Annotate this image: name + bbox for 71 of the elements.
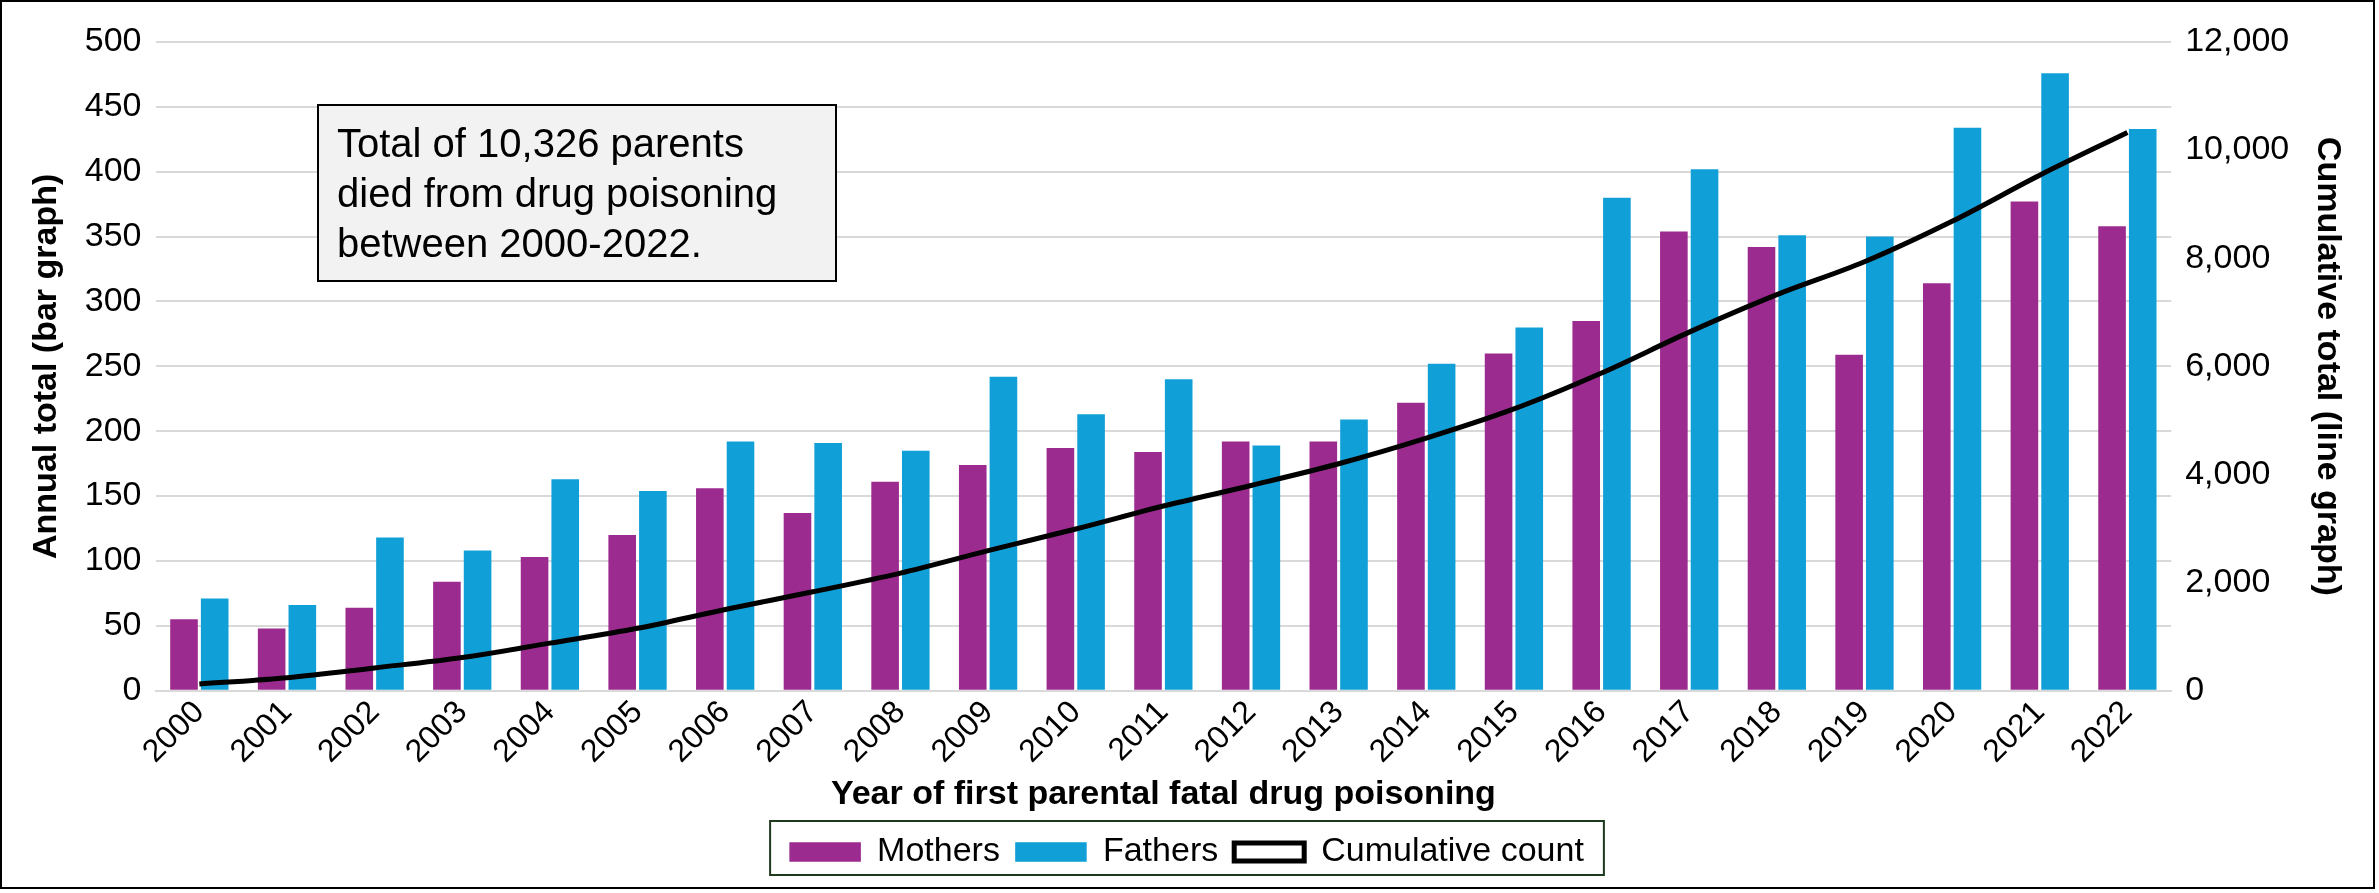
bar: [551, 479, 580, 690]
y-tick-label: 200: [84, 409, 142, 448]
bar: [1515, 327, 1544, 690]
bar: [783, 512, 812, 690]
bar: [1747, 246, 1776, 690]
bar: [814, 442, 842, 690]
bar: [871, 481, 899, 690]
bar: [901, 450, 930, 690]
y-tick-label: 50: [103, 604, 142, 643]
y2-tick-label: 4,000: [2185, 452, 2271, 491]
bar: [1077, 414, 1105, 690]
bar: [520, 557, 549, 690]
bar: [1690, 169, 1719, 690]
y-tick-label: 100: [84, 539, 142, 578]
bar: [958, 464, 987, 690]
bar: [1340, 419, 1368, 690]
y-tick-label: 250: [84, 344, 142, 383]
bar: [1835, 354, 1863, 690]
bar: [257, 628, 286, 690]
legend-label: Fathers: [1102, 830, 1219, 869]
y-tick-label: 350: [84, 214, 142, 253]
legend-label: Cumulative count: [1321, 830, 1585, 869]
bar: [1397, 402, 1425, 690]
bar: [726, 441, 755, 690]
bar: [433, 581, 461, 690]
y2-tick-label: 10,000: [2185, 128, 2290, 167]
bar: [170, 619, 198, 690]
bar: [376, 537, 404, 690]
y-tick-label: 150: [84, 474, 142, 513]
bar: [2010, 201, 2039, 690]
bar: [2128, 128, 2157, 690]
legend-label: Mothers: [877, 830, 1000, 869]
bar: [1164, 379, 1193, 690]
bar: [989, 376, 1018, 690]
bar: [639, 490, 667, 690]
y2-tick-label: 6,000: [2185, 344, 2271, 383]
y2-tick-label: 8,000: [2185, 236, 2271, 275]
bar: [2041, 73, 2069, 690]
x-axis-title: Year of first parental fatal drug poisoning: [830, 772, 1496, 811]
annotation: Total of 10,326 parents died from drug poisoning between 2000-2022.: [337, 120, 779, 267]
bar: [1221, 441, 1250, 690]
bar: [345, 607, 374, 690]
bar: [1866, 236, 1894, 690]
bar: [2098, 226, 2126, 690]
y2-tick-label: 2,000: [2185, 560, 2271, 599]
bar: [608, 535, 636, 690]
bar: [1427, 363, 1456, 690]
y-tick-label: 400: [84, 150, 142, 189]
bar: [1603, 197, 1631, 690]
bar: [1252, 445, 1281, 690]
y-tick-label: 500: [84, 20, 142, 59]
bar: [1953, 127, 1982, 690]
y-tick-label: 300: [84, 279, 142, 318]
y-tick-label: 0: [122, 669, 142, 708]
bar: [463, 550, 492, 690]
bar: [1046, 448, 1075, 690]
bar: [1778, 235, 1806, 690]
y2-tick-label: 0: [2185, 669, 2205, 708]
bar: [1660, 231, 1688, 690]
bar: [1922, 283, 1951, 690]
bar: [696, 488, 724, 690]
bar: [1484, 353, 1513, 690]
bar: [288, 605, 317, 690]
bar: [1134, 451, 1162, 690]
bar: [1572, 320, 1601, 690]
y2-tick-label: 12,000: [2185, 20, 2290, 59]
y-axis-title: Annual total (bar graph): [24, 173, 63, 560]
bar: [200, 598, 229, 690]
y2-axis-title: Cumulative total (line graph): [2311, 136, 2350, 596]
bar: [1309, 441, 1338, 690]
y-tick-label: 450: [84, 85, 142, 124]
